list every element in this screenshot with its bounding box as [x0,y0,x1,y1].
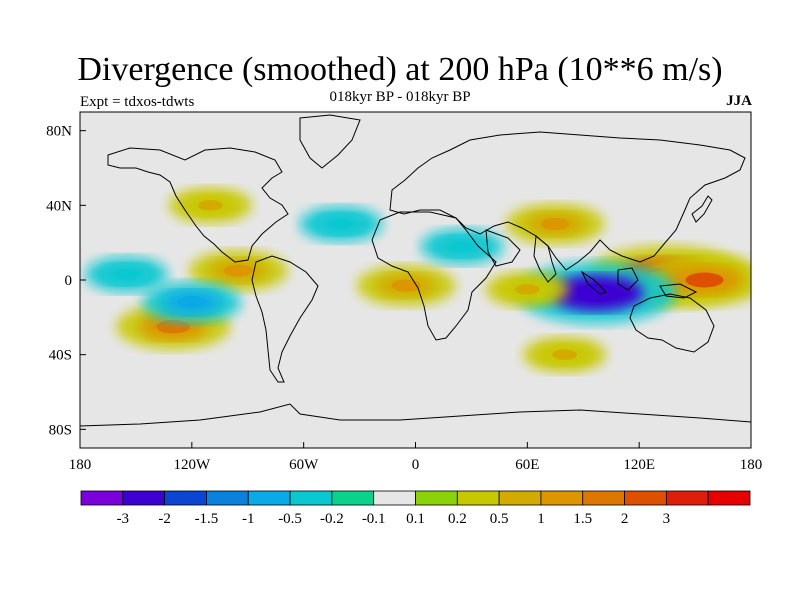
north-atlantic-convergence [328,218,354,230]
australia-coast [629,293,715,353]
experiment-label: Expt = tdxos-tdwts [80,94,195,110]
south-america-coast [251,255,319,383]
x-tick-label: 60W [289,457,319,473]
divergence-field [84,187,751,373]
colorbar-swatch [289,490,333,506]
borneo-coast [617,267,639,291]
colorbar-swatch [707,490,751,506]
colorbar-label: -2 [158,511,171,527]
south-pacific-convergence [177,296,207,309]
colorbar-swatch [206,490,249,506]
colorbar-label: -1 [242,511,255,527]
central-america-divergence [223,264,253,277]
north-america-divergence [198,200,223,211]
y-tick-label: 40N [46,198,72,214]
maritime-continent-east [685,272,724,288]
y-tick-label: 40S [49,348,72,364]
sumatra-coast [580,270,607,295]
east-pacific-convergence [114,269,139,280]
india-coast [533,235,557,283]
colorbar-label: -3 [117,511,130,527]
colorbar-swatch [582,490,625,506]
x-tick-label: 180 [69,457,92,473]
colorbar-swatch [373,490,416,506]
tibet-divergence [540,218,570,230]
y-tick-label: 80N [46,124,72,140]
coastlines [80,114,751,427]
north-america-coast [107,147,289,263]
colorbar-label: 1 [537,511,545,527]
colorbar-swatch [415,490,458,506]
colorbar-label: 2 [621,511,629,527]
eurasia-coast [389,131,746,271]
arabia-coast [485,229,521,267]
colorbar-label: 3 [663,511,671,527]
colorbar-swatch [624,490,667,506]
colorbar-swatch [331,490,375,506]
indian-ocean-divergence [515,284,540,295]
colorbar-label: 0.1 [406,511,425,527]
season-label: JJA [726,93,752,109]
x-axis-ticks: 180 120W 60W 0 60E 120E 180 [69,442,763,473]
colorbar-label: 0.5 [490,511,509,527]
japan-coast [691,195,713,223]
colorbar-swatch [247,490,291,506]
x-tick-label: 180 [740,457,763,473]
x-tick-label: 60E [515,457,539,473]
tropical-atlantic-divergence [391,279,421,292]
plot-subtitle: 018kyr BP - 018kyr BP [329,89,471,105]
y-tick-label: 0 [65,273,73,289]
plot-title: Divergence (smoothed) at 200 hPa (10**6 … [77,51,723,88]
southern-indian-divergence [552,349,577,360]
colorbar-swatch [665,490,709,506]
new-guinea-coast [659,283,698,299]
x-tick-label: 120W [173,457,211,473]
colorbar: -3 -2 -1.5 -1 -0.5 -0.2 -0.1 0.1 0.2 0.5 1 1.5 2 3 [80,490,751,527]
colorbar-label: -0.1 [362,511,386,527]
colorbar-swatch [80,490,124,506]
greenland-coast [299,114,361,169]
colorbar-label: -0.5 [278,511,302,527]
x-tick-label: 120E [623,457,655,473]
north-africa-convergence [449,241,475,252]
colorbar-label: -0.2 [320,511,344,527]
y-axis-ticks: 80N 40N 0 40S 80S [46,124,86,438]
colorbar-label: 1.5 [573,511,592,527]
colorbar-label: -1.5 [195,511,219,527]
colorbar-swatch [540,490,584,506]
indian-ocean-convergence-min [572,284,620,303]
y-tick-label: 80S [49,422,72,438]
colorbar-swatch [164,490,207,506]
colorbar-label: 0.2 [448,511,467,527]
colorbar-swatch [122,490,166,506]
antarctica-coast [80,403,751,427]
colorbar-swatch [456,490,500,506]
south-pacific-divergence [156,319,190,334]
x-tick-label: 0 [412,457,420,473]
colorbar-swatch [498,490,542,506]
